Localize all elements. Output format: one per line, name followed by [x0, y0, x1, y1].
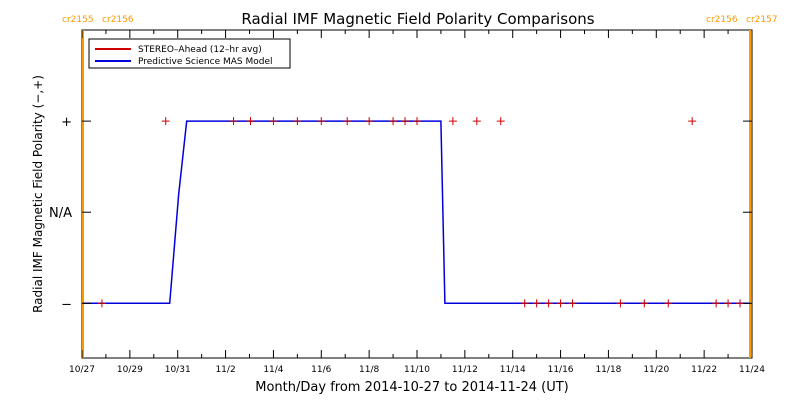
stereo-point: [269, 117, 278, 126]
carrington-label: cr2156: [102, 15, 134, 25]
y-tick-label: +: [61, 115, 72, 130]
legend-box: [88, 38, 291, 69]
y-axis-label: Radial IMF Magnetic Field Polarity (−,+): [31, 75, 45, 313]
x-tick-label: 11/12: [452, 365, 478, 375]
stereo-point: [556, 299, 565, 308]
x-tick-label: 11/4: [263, 365, 283, 375]
plot-area-border: [81, 29, 753, 359]
stereo-point: [724, 299, 733, 308]
legend-label-model: Predictive Science MAS Model: [138, 57, 273, 67]
stereo-point: [616, 299, 625, 308]
x-tick-label: 11/10: [404, 365, 430, 375]
stereo-point: [365, 117, 374, 126]
stereo-point: [246, 117, 255, 126]
model-series: [83, 120, 750, 305]
x-tick-label: 11/16: [548, 365, 574, 375]
stereo-point: [496, 117, 505, 126]
x-axis-label: Month/Day from 2014-10-27 to 2014-11-24 …: [255, 380, 568, 395]
stereo-point: [343, 117, 352, 126]
stereo-series: [97, 117, 745, 308]
stereo-point: [389, 117, 398, 126]
carrington-rotation-lines: [81, 30, 752, 358]
x-tick-label: 11/20: [643, 365, 669, 375]
stereo-point: [532, 299, 541, 308]
y-axis-ticks: + N/A −: [49, 115, 752, 312]
carrington-label: cr2155: [62, 15, 94, 25]
x-tick-label: 11/8: [359, 365, 379, 375]
y-tick-label: −: [61, 297, 72, 312]
stereo-point: [448, 117, 457, 126]
stereo-point: [688, 117, 697, 126]
plot-frame: [81, 29, 753, 359]
chart-title: Radial IMF Magnetic Field Polarity Compa…: [241, 10, 594, 28]
stereo-point: [520, 299, 529, 308]
x-tick-label: 11/2: [215, 365, 235, 375]
stereo-point: [568, 299, 577, 308]
x-tick-label: 10/31: [165, 365, 191, 375]
stereo-point: [640, 299, 649, 308]
x-tick-label: 11/24: [739, 365, 765, 375]
x-tick-label: 10/29: [117, 365, 143, 375]
stereo-point: [712, 299, 721, 308]
stereo-point: [401, 117, 410, 126]
x-axis-ticks: 10/27 10/29 10/31 11/2 11/4 11/6 11/8 11/10 11/1…: [69, 30, 765, 375]
legend-label-stereo: STEREO–Ahead (12–hr avg): [138, 45, 262, 55]
x-tick-label: 11/18: [595, 365, 621, 375]
legend: STEREO–Ahead (12–hr avg) Predictive Scien…: [88, 38, 291, 69]
x-tick-label: 10/27: [69, 365, 95, 375]
x-tick-label: 11/14: [500, 365, 526, 375]
stereo-point: [317, 117, 326, 126]
stereo-point: [664, 299, 673, 308]
y-tick-label: N/A: [49, 206, 72, 221]
model-polarity-line: [83, 120, 750, 305]
carrington-label: cr2157: [746, 15, 778, 25]
carrington-label: cr2156: [706, 15, 738, 25]
carrington-annotations: cr2155 cr2156 cr2156 cr2157: [62, 15, 778, 25]
stereo-point: [229, 117, 238, 126]
stereo-point: [161, 117, 170, 126]
stereo-point: [544, 299, 553, 308]
stereo-point: [293, 117, 302, 126]
stereo-point: [97, 299, 106, 308]
x-tick-label: 11/22: [691, 365, 717, 375]
stereo-point: [472, 117, 481, 126]
stereo-point: [413, 117, 421, 126]
stereo-point: [736, 299, 745, 308]
x-tick-label: 11/6: [311, 365, 331, 375]
